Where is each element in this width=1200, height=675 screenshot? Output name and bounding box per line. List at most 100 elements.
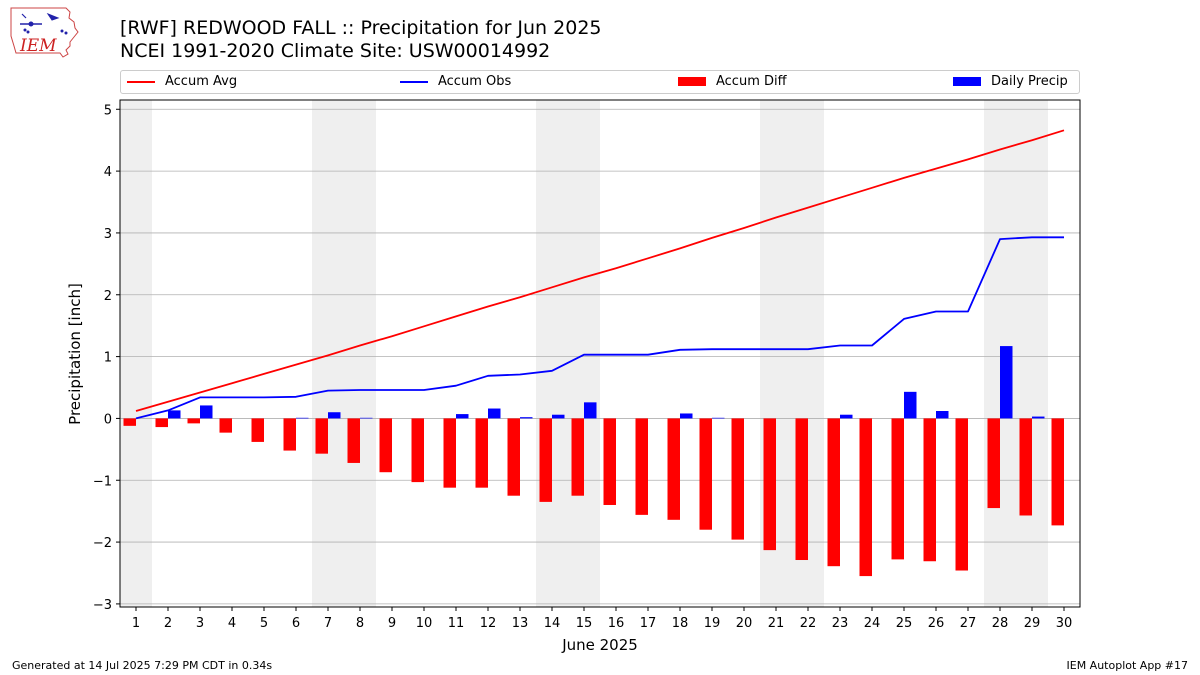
x-tick-label: 18 — [672, 616, 689, 631]
x-tick-label: 8 — [356, 616, 364, 631]
accum-diff-bar — [667, 418, 680, 520]
plot-frame — [119, 99, 1081, 608]
x-tick-label: 6 — [292, 616, 300, 631]
x-tick-label: 13 — [512, 616, 529, 631]
accum-diff-bar — [251, 418, 264, 442]
accum-diff-bar — [123, 418, 136, 426]
accum-diff-bar — [219, 418, 232, 433]
legend-label: Accum Diff — [716, 74, 787, 89]
accum-diff-bar — [155, 418, 168, 428]
accum-diff-bar — [891, 418, 904, 560]
daily-precip-bar — [328, 412, 341, 419]
chart-legend: Accum Avg Accum Obs Accum Diff Daily Pre… — [120, 70, 1080, 94]
daily-precip-bar — [584, 402, 597, 419]
y-tick-label: 1 — [104, 351, 112, 366]
x-tick-label: 11 — [448, 616, 465, 631]
accum-diff-bar — [571, 418, 584, 496]
x-tick-label: 15 — [576, 616, 593, 631]
x-tick-label: 23 — [832, 616, 849, 631]
accum-diff-bar — [539, 418, 552, 502]
x-tick-label: 25 — [896, 616, 913, 631]
accum-diff-bar — [347, 418, 360, 463]
daily-precip-bar — [520, 417, 533, 419]
accum-diff-bar — [827, 418, 840, 567]
accum-diff-bar — [635, 418, 648, 515]
accum-diff-bar — [1019, 418, 1032, 516]
y-tick-label: 4 — [104, 165, 112, 180]
x-tick-label: 14 — [544, 616, 561, 631]
x-tick-label: 28 — [992, 616, 1009, 631]
accum-diff-bar — [443, 418, 456, 488]
accum-diff-bar — [859, 418, 872, 577]
legend-swatch — [678, 77, 706, 86]
x-tick-label: 16 — [608, 616, 625, 631]
daily-precip-bar — [360, 417, 373, 419]
accum-diff-bar — [315, 418, 328, 454]
legend-label: Daily Precip — [991, 74, 1068, 89]
accum-diff-bar — [475, 418, 488, 488]
x-tick-label: 21 — [768, 616, 785, 631]
weekend-shading — [536, 100, 600, 607]
accum-diff-bar — [603, 418, 616, 505]
x-tick-label: 17 — [640, 616, 657, 631]
iowa-state-outline-icon — [10, 7, 79, 58]
legend-swatch — [953, 77, 981, 86]
accum-diff-bar — [507, 418, 520, 496]
x-tick-label: 3 — [196, 616, 204, 631]
accum-obs-line — [135, 236, 1064, 420]
x-tick-label: 7 — [324, 616, 332, 631]
x-tick-label: 24 — [864, 616, 881, 631]
y-tick-label: 3 — [104, 227, 112, 242]
x-tick-label: 1 — [132, 616, 140, 631]
daily-precip-bar — [168, 410, 181, 419]
chart-subtitle: NCEI 1991-2020 Climate Site: USW00014992 — [120, 40, 551, 62]
accum-diff-bar — [955, 418, 968, 571]
x-tick-label: 26 — [928, 616, 945, 631]
y-tick-label: 5 — [104, 103, 112, 118]
legend-swatch — [400, 80, 428, 83]
accum-diff-bar — [923, 418, 936, 562]
accum-diff-bar — [379, 418, 392, 473]
daily-precip-bar — [456, 414, 469, 419]
daily-precip-bar — [1000, 346, 1013, 419]
daily-precip-bar — [552, 414, 565, 419]
accum-diff-bar — [1051, 418, 1064, 526]
legend-item-accum-obs: Accum Obs — [400, 74, 511, 89]
x-tick-label: 12 — [480, 616, 497, 631]
y-tick-label: −2 — [93, 536, 112, 551]
daily-precip-bar — [936, 411, 949, 419]
daily-precip-bar — [712, 417, 725, 419]
accum-diff-bar — [699, 418, 712, 530]
legend-label: Accum Obs — [438, 74, 512, 89]
legend-label: Accum Avg — [165, 74, 238, 89]
accum-diff-bar — [763, 418, 776, 551]
iem-logo: IEM — [10, 7, 79, 58]
legend-item-accum-diff: Accum Diff — [678, 74, 787, 89]
x-axis-label: June 2025 — [561, 636, 638, 654]
x-tick-label: 20 — [736, 616, 753, 631]
legend-item-accum-avg: Accum Avg — [127, 74, 237, 89]
legend-item-daily-precip: Daily Precip — [953, 74, 1068, 89]
x-tick-label: 2 — [164, 616, 172, 631]
footer-app-text: IEM Autoplot App #17 — [1066, 659, 1189, 672]
daily-precip-bar — [680, 413, 693, 419]
weather-symbols-icon — [20, 12, 68, 35]
y-tick-label: −3 — [93, 598, 112, 613]
accum-diff-bar — [731, 418, 744, 540]
x-tick-label: 10 — [416, 616, 433, 631]
accum-avg-line — [135, 129, 1065, 412]
daily-precip-bar — [296, 417, 309, 419]
daily-precip-bar — [200, 405, 213, 419]
weekend-shading — [120, 100, 152, 607]
x-tick-label: 4 — [228, 616, 236, 631]
chart-title: [RWF] REDWOOD FALL :: Precipitation for … — [120, 17, 602, 39]
x-tick-label: 22 — [800, 616, 817, 631]
y-tick-label: −1 — [93, 474, 112, 489]
accum-diff-bar — [283, 418, 296, 451]
accum-diff-bar — [411, 418, 424, 483]
x-tick-label: 5 — [260, 616, 268, 631]
footer-generated-text: Generated at 14 Jul 2025 7:29 PM CDT in … — [12, 659, 273, 672]
accum-diff-bar — [795, 418, 808, 561]
accum-diff-bar — [987, 418, 1000, 509]
